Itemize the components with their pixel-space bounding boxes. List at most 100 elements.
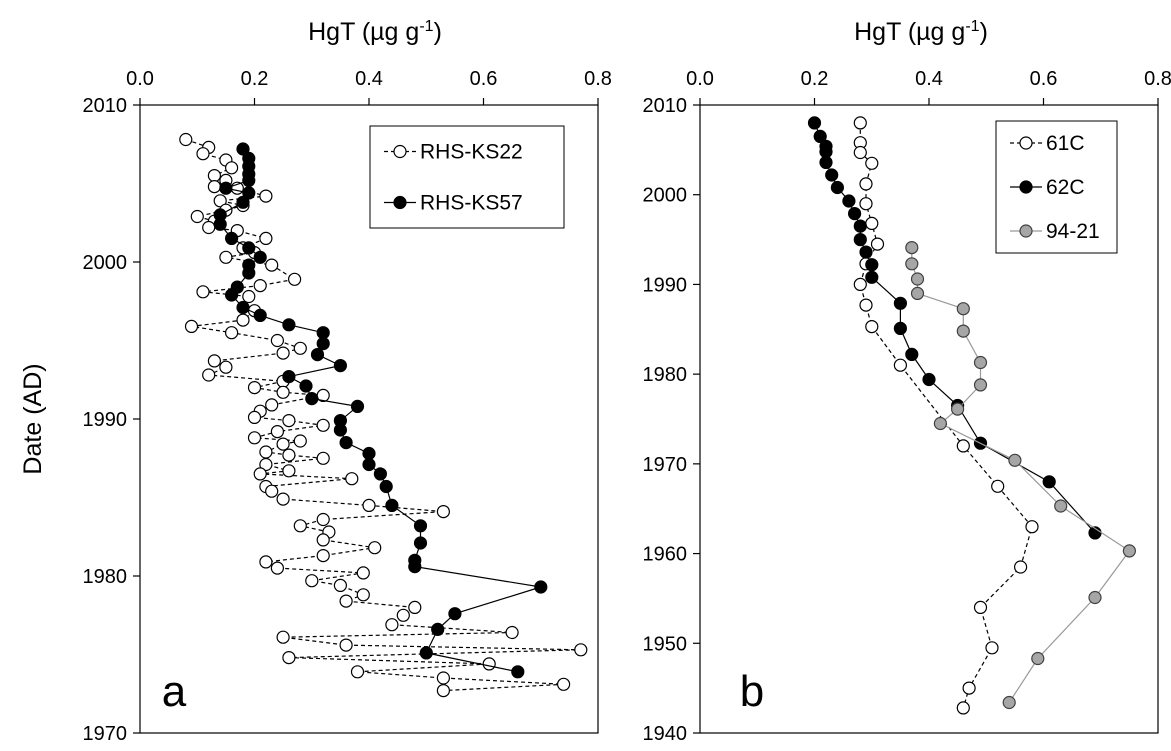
data-point	[910, 272, 925, 286]
data-point	[396, 608, 410, 622]
data-point	[276, 385, 290, 399]
x-tick-label: 0.4	[915, 68, 943, 90]
data-point	[213, 194, 227, 208]
data-point	[350, 665, 365, 679]
data-point	[385, 498, 399, 512]
data-point	[310, 348, 325, 362]
data-point	[893, 358, 908, 372]
series-94-21	[905, 241, 1137, 710]
data-point	[282, 414, 296, 428]
data-point	[259, 457, 273, 472]
legend-label: RHS-KS57	[420, 192, 523, 215]
data-point	[853, 116, 867, 130]
data-point	[933, 416, 948, 431]
data-point	[305, 392, 319, 406]
data-point	[842, 194, 856, 208]
data-point	[316, 512, 330, 527]
legend-label: 94-21	[1046, 220, 1100, 243]
data-point	[1025, 520, 1039, 534]
y-axis-title: Date (AD)	[19, 363, 47, 474]
x-tick-label: 0.0	[686, 68, 714, 90]
legend-box	[369, 125, 565, 229]
data-point	[905, 347, 919, 361]
data-point	[270, 333, 284, 348]
y-tick-label: 1990	[83, 409, 128, 431]
data-point	[870, 237, 885, 251]
data-point	[236, 313, 250, 327]
data-point	[1008, 453, 1022, 467]
data-point	[247, 431, 262, 445]
data-point	[956, 439, 970, 453]
data-point	[333, 423, 347, 437]
data-point	[362, 498, 376, 512]
x-axis-title-main: HgT (µg g	[308, 18, 419, 46]
data-point	[259, 555, 273, 569]
data-point	[276, 492, 290, 506]
x-axis-title-end: )	[980, 18, 988, 46]
data-point	[556, 677, 571, 691]
data-point	[350, 399, 365, 413]
data-point	[865, 156, 879, 170]
data-point	[282, 370, 296, 384]
data-point	[299, 379, 313, 393]
x-tick-label: 0.6	[470, 68, 498, 90]
data-point	[270, 425, 284, 439]
data-point	[819, 155, 833, 169]
data-point	[893, 321, 908, 335]
data-point	[511, 665, 525, 679]
data-point	[436, 683, 450, 698]
y-tick-label: 1940	[643, 723, 688, 745]
data-point	[265, 258, 279, 272]
x-tick-label: 0.2	[801, 68, 829, 90]
y-tick-label: 1970	[83, 723, 128, 745]
y-tick-label: 1960	[643, 544, 688, 566]
data-point	[574, 643, 588, 657]
data-point	[242, 241, 256, 255]
data-point	[219, 360, 233, 374]
data-point	[1013, 560, 1028, 574]
data-point	[247, 381, 262, 395]
data-point	[368, 541, 382, 555]
data-point	[830, 180, 845, 195]
data-point	[356, 588, 370, 602]
data-point	[339, 594, 353, 608]
y-tick-label: 2000	[643, 185, 688, 207]
x-tick-label: 0.2	[241, 68, 269, 90]
data-point	[219, 250, 233, 264]
data-point	[413, 536, 428, 550]
data-point	[482, 657, 496, 671]
series-line	[859, 122, 1033, 709]
data-point	[207, 169, 221, 183]
data-point	[316, 548, 330, 563]
data-point	[225, 231, 239, 245]
data-point	[985, 641, 999, 655]
data-point	[448, 607, 462, 621]
data-point	[973, 355, 988, 370]
data-point	[190, 209, 204, 224]
series-RHS-KS22	[179, 132, 588, 698]
legend: 61C 62C 94-21	[995, 120, 1118, 254]
data-point	[213, 217, 227, 231]
legend-label: RHS-KS22	[420, 141, 523, 164]
data-point	[202, 368, 216, 382]
data-point	[276, 346, 290, 360]
data-point	[247, 410, 262, 424]
data-point	[853, 219, 867, 233]
legend-marker	[1019, 224, 1033, 238]
legend-marker	[1019, 180, 1033, 194]
y-tick-label: 2010	[83, 95, 128, 117]
data-point	[853, 277, 867, 291]
data-point	[288, 272, 302, 286]
data-point	[859, 298, 873, 312]
x-tick-label: 0.8	[584, 68, 612, 90]
x-axis-title-sup: -1	[419, 18, 433, 35]
data-point	[316, 337, 330, 351]
data-point	[413, 519, 428, 533]
data-point	[196, 147, 210, 161]
series-line	[185, 138, 581, 692]
y-tick-label: 2010	[643, 95, 688, 117]
data-point	[236, 195, 250, 209]
data-point	[431, 622, 445, 637]
data-point	[408, 559, 422, 574]
data-point	[1042, 475, 1056, 489]
